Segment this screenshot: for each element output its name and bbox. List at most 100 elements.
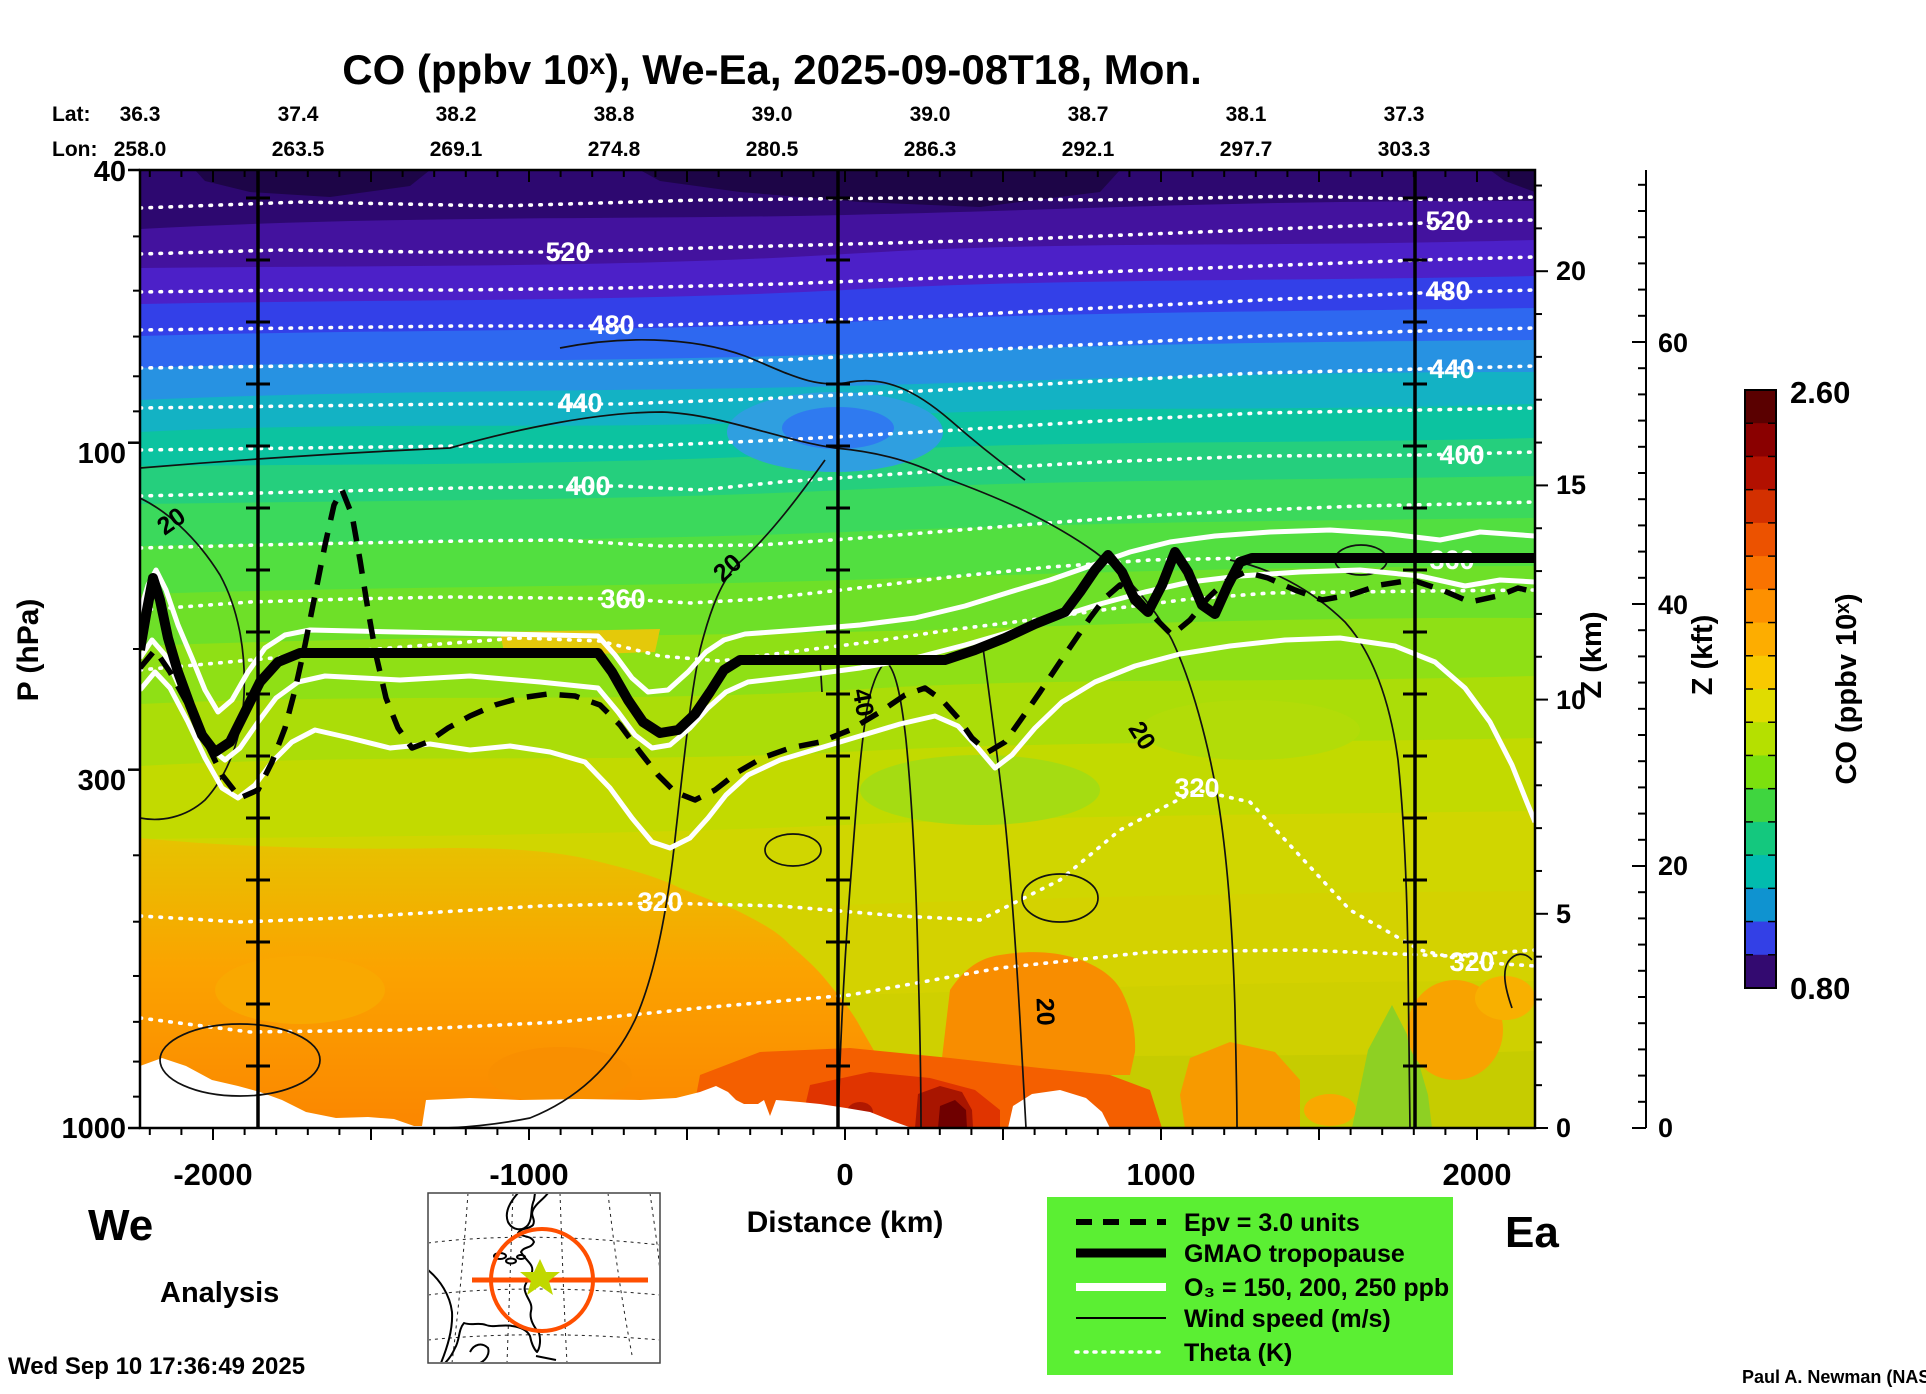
o3-contour-200 — [140, 567, 1535, 763]
theta-contour-300 — [140, 948, 1535, 1034]
distance-tick-label: 2000 — [1443, 1157, 1512, 1192]
wind-contour-20 — [1503, 953, 1533, 1009]
wind-contour-segment — [819, 659, 823, 693]
axis-ticks — [128, 168, 1646, 1140]
theta-label-520: 520 — [1425, 206, 1470, 236]
legend-label-wind: Wind speed (m/s) — [1184, 1305, 1391, 1333]
map-range-circle — [489, 1227, 595, 1333]
map-location-star — [520, 1259, 560, 1295]
lat-value: 38.8 — [594, 103, 635, 126]
lat-value: 38.1 — [1226, 103, 1267, 126]
zkm-tick-label: 20 — [1556, 256, 1586, 286]
legend-label-theta: Theta (K) — [1184, 1339, 1292, 1367]
co-fill-patch — [488, 1047, 632, 1103]
co-fill-patch — [940, 952, 1136, 1075]
legend-label-ozone: O₃ = 150, 200, 250 ppb — [1184, 1274, 1449, 1302]
distance-axis-title: Distance (km) — [747, 1206, 944, 1239]
theta-label-440: 440 — [557, 388, 602, 418]
epv-contour — [140, 487, 1535, 803]
zkft-tick-label: 20 — [1658, 851, 1688, 881]
theta-contour-340 — [140, 588, 1535, 672]
colorbar-segment — [1745, 888, 1776, 923]
o3-contour-150 — [140, 527, 1535, 715]
lon-value: 303.3 — [1378, 138, 1431, 161]
wind-contour-20 — [140, 497, 246, 821]
lon-row-label: Lon: — [52, 138, 97, 161]
legend-label-tropopause: GMAO tropopause — [1184, 1240, 1405, 1268]
lat-value: 39.0 — [752, 103, 793, 126]
theta-label-480: 480 — [1425, 276, 1470, 306]
lat-row-label: Lat: — [52, 103, 91, 126]
lon-value: 297.7 — [1220, 138, 1273, 161]
lat-value: 37.4 — [278, 103, 319, 126]
theta-label-360: 360 — [600, 584, 645, 614]
lon-value: 286.3 — [904, 138, 957, 161]
zkm-tick-label: 15 — [1556, 470, 1586, 500]
co-fill-patch — [1475, 976, 1535, 1020]
colorbar-max: 2.60 — [1790, 375, 1850, 410]
co-fill-patch — [860, 755, 1100, 825]
theta-contours — [140, 194, 1535, 1034]
colorbar-segment — [1745, 456, 1776, 491]
pressure-tick-label: 300 — [78, 765, 126, 797]
theta-contour-500 — [140, 255, 1535, 294]
theta-contour-420 — [140, 406, 1535, 452]
distance-tick-label: 1000 — [1127, 1157, 1196, 1192]
plot-area: 520 520 480 480 440 440 400 400 360 360 … — [140, 170, 1535, 1128]
pressure-tick-label: 1000 — [61, 1113, 126, 1145]
wind-contour-closed — [1021, 873, 1099, 923]
colorbar-segment — [1745, 722, 1776, 756]
lat-value: 36.3 — [120, 103, 161, 126]
colorbar-segment — [1745, 855, 1776, 889]
co-fill-patch — [1180, 1042, 1300, 1128]
co-fill-patch — [938, 1100, 967, 1128]
map-content — [429, 1194, 659, 1362]
zkft-axis-title: Z (kft) — [1687, 615, 1719, 696]
co-fill-patch — [1490, 170, 1535, 192]
zkm-tick-label: 0 — [1556, 1113, 1571, 1143]
wind-label-20: 20 — [1031, 997, 1060, 1026]
lon-value: 280.5 — [746, 138, 799, 161]
terrain-cutout — [1008, 1090, 1110, 1128]
colorbar-segment — [1745, 556, 1776, 590]
pressure-tick-label: 100 — [78, 438, 126, 470]
co-fill-patch — [1304, 1094, 1356, 1126]
colorbar — [1744, 389, 1777, 989]
pressure-tick-label: 40 — [94, 156, 126, 188]
colorbar-segment — [1745, 954, 1776, 989]
theta-contour-380 — [140, 500, 1535, 550]
map-coastline — [429, 1194, 557, 1362]
colorbar-segment — [1745, 489, 1776, 524]
colorbar-segment — [1745, 821, 1776, 856]
zkft-tick-labels: 60 40 20 0 — [1658, 328, 1688, 1143]
zkft-tick-label: 40 — [1658, 590, 1688, 620]
lat-values: 36.3 37.4 38.2 38.8 39.0 39.0 38.7 38.1 … — [120, 103, 1425, 126]
colorbar-segment — [1745, 390, 1776, 424]
colorbar-segment — [1745, 788, 1776, 823]
lon-value: 274.8 — [588, 138, 641, 161]
pressure-axis-title: P (hPa) — [12, 599, 45, 702]
theta-label-320: 320 — [1174, 773, 1219, 803]
co-fill-patch — [1352, 1005, 1432, 1128]
colorbar-segment — [1745, 622, 1776, 657]
zkm-tick-label: 10 — [1556, 685, 1586, 715]
zkft-tick-label: 0 — [1658, 1113, 1673, 1143]
theta-label-520: 520 — [545, 237, 590, 267]
colorbar-title: CO (ppbv 10ˣ) — [1831, 593, 1863, 784]
lon-value: 292.1 — [1062, 138, 1115, 161]
wind-label-40: 40 — [847, 686, 879, 718]
lat-value: 38.2 — [436, 103, 477, 126]
analysis-label: Analysis — [160, 1277, 279, 1309]
wind-contour-20 — [140, 411, 1238, 1128]
lon-value: 269.1 — [430, 138, 483, 161]
lon-value: 258.0 — [114, 138, 167, 161]
co-fill-west-orange — [140, 838, 925, 1128]
lat-value: 38.7 — [1068, 103, 1109, 126]
legend-labels: Epv = 3.0 units GMAO tropopause O₃ = 150… — [1184, 1209, 1449, 1367]
distance-tick-label: 0 — [836, 1157, 853, 1192]
theta-label-480: 480 — [589, 310, 634, 340]
theta-contour-520 — [140, 218, 1535, 256]
legend-label-epv: Epv = 3.0 units — [1184, 1209, 1360, 1237]
credit: Paul A. Newman (NASA — [1742, 1367, 1926, 1387]
